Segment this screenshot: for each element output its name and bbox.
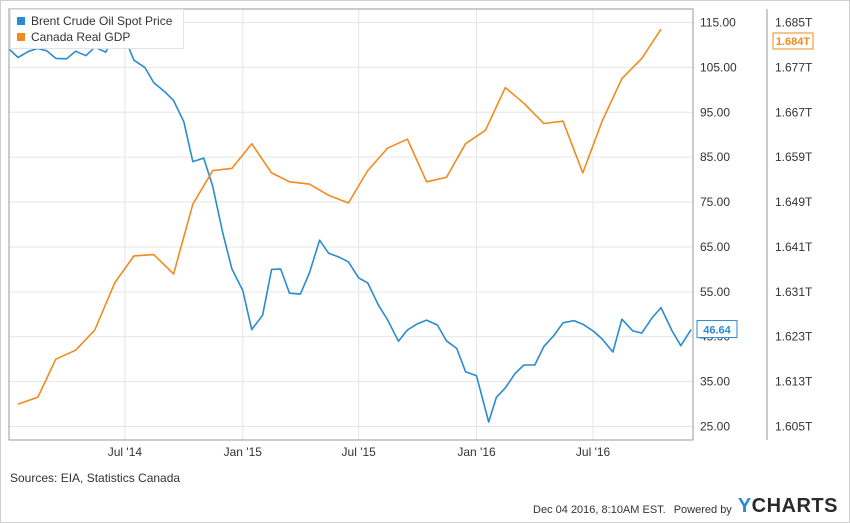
left-tick-label: 55.00 bbox=[700, 285, 730, 299]
logo-text: CHARTS bbox=[751, 495, 838, 517]
x-tick-label: Jul '14 bbox=[108, 445, 143, 459]
plot-area bbox=[8, 8, 694, 441]
legend-label-gdp: Canada Real GDP bbox=[31, 30, 131, 44]
legend-label-brent: Brent Crude Oil Spot Price bbox=[31, 14, 173, 28]
legend: Brent Crude Oil Spot Price Canada Real G… bbox=[10, 9, 184, 49]
left-tick-label: 95.00 bbox=[700, 105, 730, 119]
right-axis: 1.685T 1.677T 1.667T 1.659T 1.649T 1.641T 1.63… bbox=[766, 9, 813, 440]
left-tick-label: 115.00 bbox=[700, 15, 736, 29]
sources-note: Sources: EIA, Statistics Canada bbox=[10, 471, 181, 485]
gdp-end-label: 1.684T bbox=[776, 36, 811, 48]
grid bbox=[9, 9, 693, 440]
right-tick-label: 1.641T bbox=[775, 240, 813, 254]
right-tick-label: 1.659T bbox=[775, 150, 813, 164]
right-tick-label: 1.613T bbox=[775, 375, 813, 389]
right-tick-label: 1.631T bbox=[775, 285, 813, 299]
brent-end-label: 46.64 bbox=[703, 325, 731, 337]
legend-item-gdp[interactable]: Canada Real GDP bbox=[17, 29, 177, 45]
x-axis: Jul '14 Jan '15 Jul '15 Jan '16 Jul '16 bbox=[108, 445, 611, 459]
timestamp: Dec 04 2016, 8:10AM EST. bbox=[533, 504, 666, 516]
x-tick-label: Jul '16 bbox=[576, 445, 611, 459]
series-line-gdp bbox=[17, 28, 662, 405]
brent-end-label-box bbox=[696, 320, 738, 339]
right-tick-label: 1.667T bbox=[775, 105, 813, 119]
right-tick-label: 1.685T bbox=[775, 15, 813, 29]
x-tick-label: Jan '15 bbox=[224, 445, 263, 459]
x-tick-label: Jan '16 bbox=[457, 445, 496, 459]
left-tick-label: 75.00 bbox=[700, 195, 730, 209]
left-tick-label: 35.00 bbox=[700, 375, 730, 389]
legend-swatch-brent bbox=[17, 17, 25, 25]
left-tick-label: 105.00 bbox=[700, 60, 737, 74]
legend-item-brent[interactable]: Brent Crude Oil Spot Price bbox=[17, 13, 177, 29]
left-tick-label: 65.00 bbox=[700, 240, 730, 254]
footer-credit: Dec 04 2016, 8:10AM EST. Powered by YCHA… bbox=[533, 496, 838, 516]
x-tick-label: Jul '15 bbox=[342, 445, 377, 459]
right-tick-label: 1.605T bbox=[775, 420, 813, 434]
series-layer bbox=[9, 28, 692, 423]
right-tick-label: 1.649T bbox=[775, 195, 813, 209]
logo-y: Y bbox=[737, 495, 752, 517]
left-axis: 115.00105.0095.0085.0075.0065.0055.0045.… bbox=[700, 15, 737, 433]
legend-swatch-gdp bbox=[17, 33, 25, 41]
ycharts-logo[interactable]: YCHARTS bbox=[738, 496, 838, 516]
end-labels: 46.64 1.684T bbox=[696, 32, 814, 339]
powered-by-label: Powered by bbox=[673, 504, 732, 516]
series-line-brent bbox=[9, 34, 692, 423]
right-tick-label: 1.623T bbox=[775, 330, 813, 344]
right-tick-label: 1.677T bbox=[775, 60, 813, 74]
gdp-end-label-box bbox=[772, 32, 814, 50]
left-tick-label: 25.00 bbox=[700, 420, 730, 434]
left-tick-label: 85.00 bbox=[700, 150, 730, 164]
